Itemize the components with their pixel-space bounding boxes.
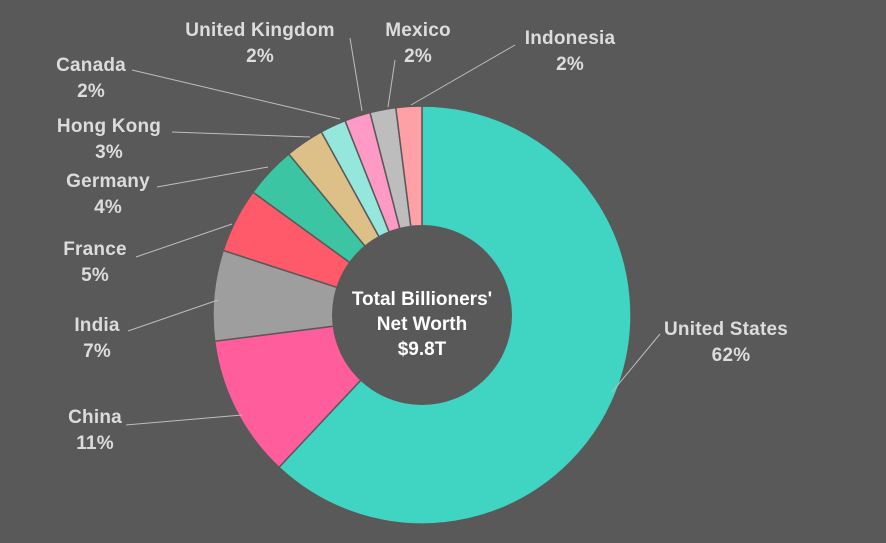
slice-label-name: China	[68, 407, 122, 428]
center-title-line-2: Net Worth	[377, 314, 467, 335]
slice-label-percent: 2%	[556, 54, 584, 75]
slice-label-percent: 62%	[712, 345, 751, 366]
slice-label-name: Canada	[56, 55, 126, 76]
slice-label-percent: 11%	[76, 433, 114, 454]
chart-labels: United States 62% China 11% India 7% France 5% G…	[56, 20, 788, 454]
leader-line	[131, 69, 341, 120]
slice-label-name: Indonesia	[525, 28, 616, 49]
slice-label-percent: 2%	[246, 46, 274, 67]
leader-line	[125, 414, 243, 426]
donut-hole	[332, 225, 512, 405]
slice-label-percent: 2%	[404, 46, 432, 67]
leader-line	[410, 44, 516, 106]
leader-line	[127, 299, 219, 332]
slice-label-percent: 3%	[95, 142, 123, 163]
leader-line	[171, 131, 311, 138]
slice-label-name: India	[74, 315, 120, 336]
slice-label-percent: 5%	[81, 265, 109, 286]
slice-label-percent: 7%	[83, 341, 111, 362]
leader-line	[156, 166, 269, 188]
slice-label-percent: 4%	[94, 197, 122, 218]
slice-label-name: Hong Kong	[57, 116, 161, 137]
center-total-value: $9.8T	[398, 339, 447, 360]
slice-label-name: United States	[664, 319, 788, 340]
slice-label-name: France	[63, 239, 127, 260]
leader-line	[611, 333, 661, 393]
slice-label-percent: 2%	[77, 81, 105, 102]
leader-line	[349, 37, 363, 112]
slice-label-name: United Kingdom	[185, 20, 335, 41]
center-title-line-1: Total Billioners'	[352, 289, 492, 310]
leader-line	[135, 223, 233, 258]
slice-label-name: Germany	[66, 171, 150, 192]
chart-leader-lines	[125, 37, 661, 426]
leader-line	[387, 59, 396, 108]
slice-label-name: Mexico	[385, 20, 451, 41]
